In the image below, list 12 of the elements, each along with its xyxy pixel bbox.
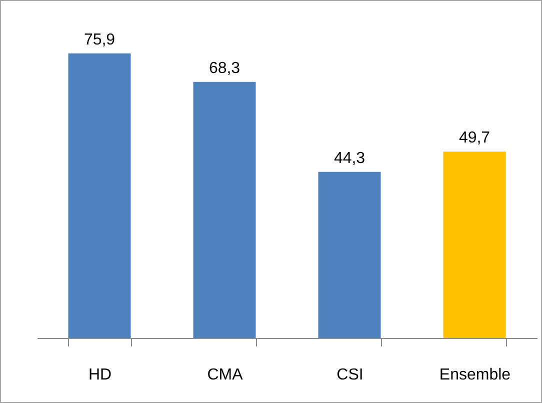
data-label: 44,3 <box>334 150 366 167</box>
x-tick-label: CMA <box>207 366 244 384</box>
bar <box>318 172 381 338</box>
bar <box>443 152 506 338</box>
x-tick-label: Ensemble <box>439 366 511 384</box>
bar <box>68 53 131 338</box>
data-label: 75,9 <box>84 31 116 48</box>
data-label: 49,7 <box>458 130 490 147</box>
x-tick-label: HD <box>88 366 112 384</box>
bar <box>193 82 256 338</box>
data-label: 68,3 <box>208 60 240 77</box>
x-tick-label: CSI <box>336 366 364 384</box>
